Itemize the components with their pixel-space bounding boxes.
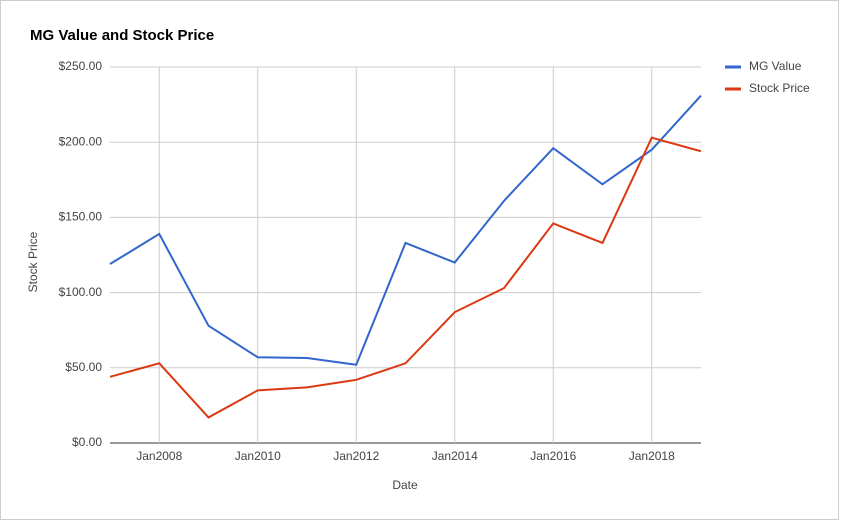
y-tick-label: $250.00	[59, 59, 103, 73]
x-tick-label: Jan2008	[136, 449, 182, 463]
x-tick-label: Jan2018	[629, 449, 675, 463]
series-line	[109, 136, 702, 419]
legend-label: Stock Price	[749, 81, 810, 95]
y-tick-label: $150.00	[59, 210, 103, 224]
y-tick-label: $100.00	[59, 285, 103, 299]
chart-title: MG Value and Stock Price	[30, 27, 214, 44]
legend-label: MG Value	[749, 59, 802, 73]
x-tick-label: Jan2012	[333, 449, 379, 463]
x-tick-label: Jan2010	[235, 449, 281, 463]
y-tick-label: $200.00	[59, 134, 103, 148]
y-tick-label: $50.00	[65, 360, 102, 374]
y-tick-label: $0.00	[72, 435, 102, 449]
x-tick-label: Jan2014	[432, 449, 478, 463]
y-axis-label: Stock Price	[26, 231, 40, 292]
x-axis-label: Date	[392, 478, 418, 492]
x-tick-label: Jan2016	[530, 449, 576, 463]
series-line	[109, 94, 702, 366]
